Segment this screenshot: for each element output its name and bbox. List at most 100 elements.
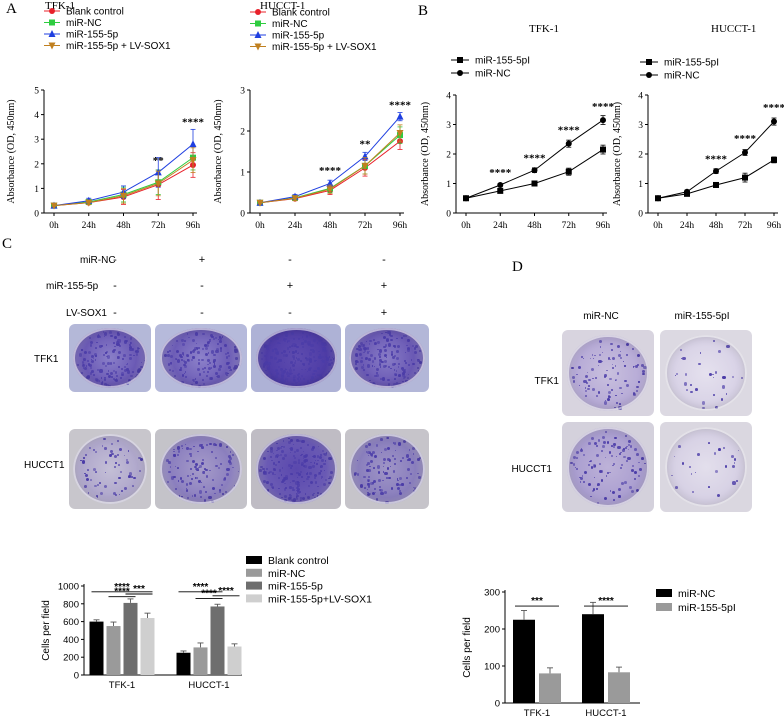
colony-dot — [117, 332, 120, 334]
colony-dot — [362, 475, 366, 479]
colony-dot — [213, 353, 216, 357]
colony-dot — [298, 439, 301, 443]
colony-dot — [643, 366, 647, 370]
colony-dot — [592, 488, 595, 491]
table-c-cell: - — [288, 307, 292, 319]
colony-dot — [323, 343, 327, 347]
colony-dot — [219, 336, 222, 339]
colony-dot — [197, 384, 201, 388]
colony-dot — [295, 497, 299, 501]
colony-dot — [590, 495, 592, 498]
colony-dot — [619, 452, 622, 456]
colony-dot — [634, 448, 638, 451]
colony-dot — [641, 363, 645, 367]
colony-dot — [578, 384, 581, 387]
colony-dot — [181, 342, 185, 346]
y-tick-label: 100 — [484, 662, 500, 673]
colony-dot — [224, 490, 228, 494]
colony-dot — [593, 354, 596, 357]
colony-dot — [281, 381, 285, 386]
colony-dot — [219, 463, 222, 466]
colony-dot — [686, 388, 689, 391]
colony-dot — [398, 490, 402, 493]
data-point — [497, 187, 504, 194]
colony-dot — [690, 473, 692, 475]
colony-dot — [114, 454, 118, 459]
colony-dot — [316, 367, 320, 371]
colony-dot — [368, 339, 372, 343]
bar — [193, 647, 208, 675]
colony-dot — [83, 358, 86, 361]
y-axis-label: Absorbance (OD, 450nm) — [612, 102, 623, 206]
colony-dot — [123, 335, 126, 338]
colony-dot — [328, 363, 331, 366]
colony-dot — [202, 368, 205, 371]
colony-dot — [365, 451, 368, 453]
colony-dot — [104, 447, 107, 450]
colony-dot — [289, 486, 292, 489]
colony-dot — [642, 370, 645, 374]
x-tick-label: 96h — [186, 221, 201, 231]
colony-dot — [288, 351, 291, 354]
colony-dot — [87, 362, 91, 366]
colony-dot — [170, 476, 175, 480]
colony-dot — [414, 344, 418, 349]
colony-dot — [299, 378, 302, 380]
colony-dot — [387, 383, 391, 386]
colony-dot — [390, 367, 393, 370]
colony-dot — [204, 491, 207, 494]
colony-dot — [97, 335, 100, 338]
colony-dot — [635, 489, 640, 493]
colony-dot — [391, 362, 395, 366]
x-tick-label: 72h — [562, 221, 577, 231]
colony-dot — [312, 465, 315, 468]
colony-dot — [402, 380, 404, 383]
legend-swatch — [656, 603, 672, 611]
colony-dot — [186, 333, 189, 335]
colony-dot — [325, 357, 329, 361]
significance-label: *** — [531, 596, 543, 607]
colony-dot — [317, 491, 320, 494]
data-point — [463, 195, 469, 202]
colony-dot — [267, 450, 269, 453]
colony-dot — [319, 466, 322, 468]
colony-dot — [376, 444, 379, 447]
colony-dot — [113, 465, 117, 469]
colony-dot — [92, 449, 96, 452]
colony-dot — [207, 370, 209, 373]
colony-dot — [190, 359, 193, 362]
table-c-cell: - — [288, 254, 292, 266]
colony-dot — [326, 361, 328, 364]
colony-dot — [359, 352, 363, 357]
colony-dot — [281, 445, 283, 447]
colony-dot — [89, 364, 93, 368]
colony-dot — [622, 360, 624, 362]
colony-dot — [599, 354, 602, 356]
colony-dot — [106, 355, 110, 359]
colony-dot — [403, 368, 406, 372]
colony-dot — [279, 343, 281, 345]
data-point — [255, 9, 261, 15]
colony-dot — [187, 355, 190, 357]
colony-dot — [200, 481, 202, 484]
colony-dot — [314, 359, 317, 362]
colony-dot — [196, 450, 199, 453]
colony-dot — [573, 455, 577, 459]
colony-dot — [604, 399, 607, 402]
colony-dot — [632, 392, 636, 395]
colony-dot — [234, 346, 237, 348]
colony-dot — [115, 378, 118, 380]
colony-dot — [296, 374, 299, 377]
colony-dot — [369, 452, 373, 456]
colony-dot — [285, 475, 288, 478]
colony-dot — [377, 465, 381, 469]
colony-dot — [318, 373, 322, 377]
y-tick-label: 4 — [34, 111, 39, 121]
colony-dot — [102, 362, 106, 366]
table-c-cell: + — [381, 307, 387, 319]
colony-dot — [289, 366, 292, 369]
colony-dot — [575, 450, 579, 454]
colony-dot — [358, 348, 362, 351]
data-point — [565, 168, 572, 175]
